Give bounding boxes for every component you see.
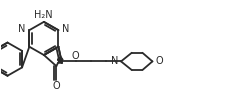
Text: N: N (18, 24, 25, 34)
Text: O: O (53, 81, 60, 91)
Text: N: N (111, 56, 118, 66)
Text: O: O (155, 56, 163, 66)
Text: O: O (72, 51, 80, 61)
Text: H₂N: H₂N (33, 10, 52, 20)
Text: N: N (62, 24, 70, 34)
